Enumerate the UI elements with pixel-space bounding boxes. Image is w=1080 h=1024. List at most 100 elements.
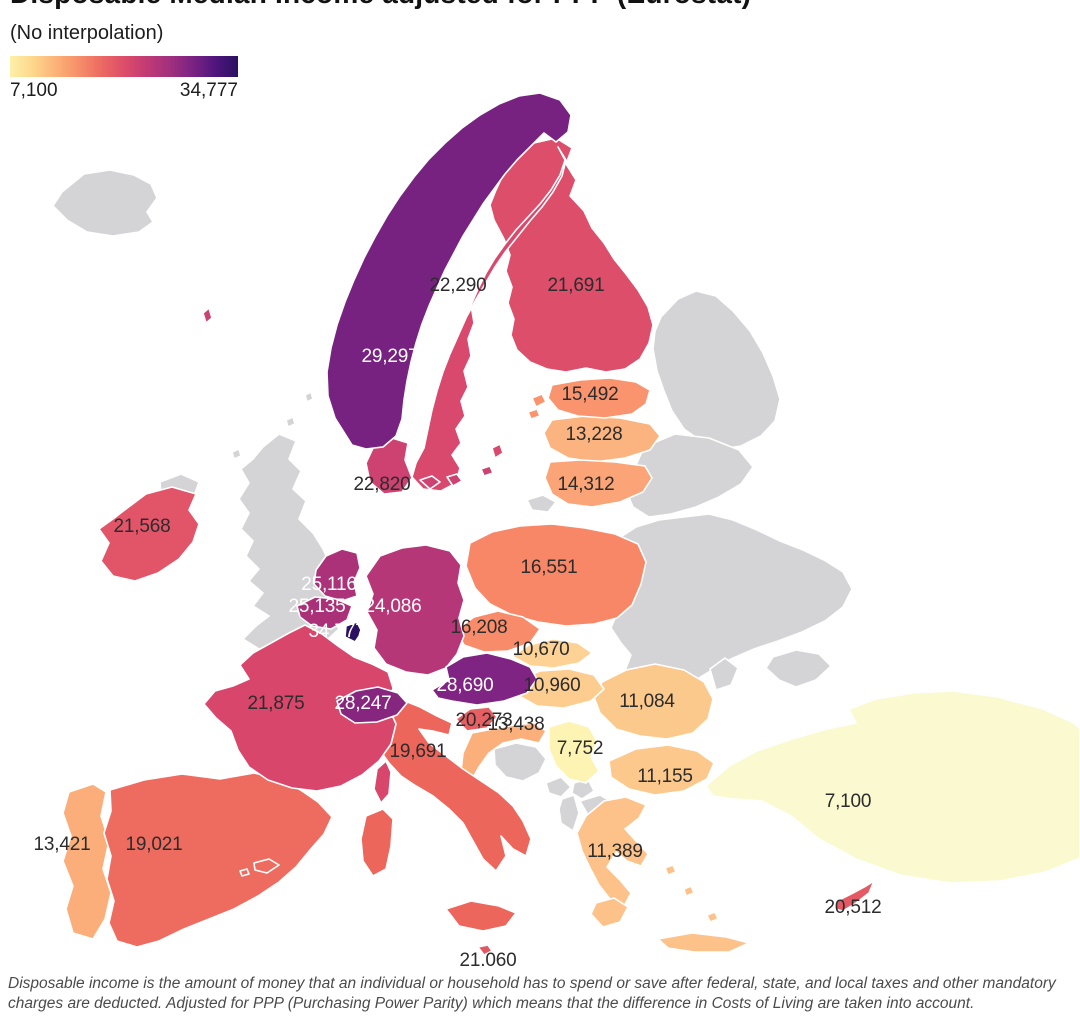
region-spain [103,772,333,948]
region-crimea [765,649,832,688]
value-label-cyprus: 20,512 [824,897,882,918]
region-romania [593,663,714,740]
region-sardinia [360,808,394,877]
region-poland [465,523,647,627]
region-latvia [543,415,661,463]
region-bosnia [493,742,547,782]
region-france [203,624,397,792]
region-corsica [373,760,392,804]
region-hiiumaa [527,408,541,420]
region-bornholm [480,465,494,477]
region-serbia [548,720,600,784]
region-zealand [419,475,441,490]
subtitle: (No interpolation) [10,22,164,44]
value-label-finland: 21,691 [547,275,605,296]
region-slovakia [511,638,593,669]
value-label-spain: 19,021 [125,834,183,855]
legend-min-label: 7,100 [10,80,58,101]
value-label-czechia: 16,208 [450,617,508,638]
region-saaremaa [531,393,547,408]
value-label-luxembourg: 34,777 [308,621,366,642]
region-shetland [304,391,314,403]
value-label-turkey: 7,100 [824,791,872,812]
value-label-poland: 16,551 [520,557,578,578]
region-estonia [547,377,651,419]
value-label-hungary: 10,960 [523,675,581,696]
map-canvas [52,92,1080,956]
value-label-switzerland: 28,247 [334,693,392,714]
legend-max-label: 34,777 [179,80,238,101]
region-netherlands [313,548,361,602]
region-aegean-island-3 [706,911,719,923]
region-iceland [52,169,158,237]
region-italy [358,698,532,872]
value-label-malta: 21,060 [459,950,517,966]
value-label-estonia: 15,492 [561,384,619,405]
region-hungary [515,668,605,709]
value-label-latvia: 13,228 [565,424,623,445]
value-label-portugal: 13,421 [33,834,91,855]
region-denmark [365,437,413,495]
region-aegean-island-2 [683,885,695,897]
value-label-lithuania: 14,312 [557,474,615,495]
region-orkney [285,416,296,428]
region-austria [431,652,538,706]
value-label-denmark: 22,820 [353,474,411,495]
value-label-greece: 11,389 [587,841,643,862]
region-cyprus [834,880,875,912]
region-greece [576,796,649,907]
region-slovenia [455,706,498,732]
region-germany [365,544,465,676]
footnote: Disposable income is the amount of money… [0,966,1080,1024]
color-legend: 7,100 34,777 [10,56,238,102]
region-malta [477,944,493,956]
region-balearics [253,858,280,874]
region-russia-northwest [652,290,781,450]
value-label-bulgaria: 11,155 [637,766,693,787]
region-switzerland [336,686,408,724]
value-label-italy: 19,691 [389,741,447,762]
value-label-ireland: 21,568 [113,516,171,537]
value-label-austria: 28,690 [436,675,494,696]
value-label-germany: 24,086 [364,596,422,617]
value-label-sweden: 22,290 [429,275,487,296]
region-gotland [491,443,504,459]
region-hebrides [231,448,242,460]
region-balearics-small [239,868,250,877]
value-label-romania: 11,084 [619,691,675,712]
region-finland [489,137,654,373]
legend-gradient-bar [10,56,238,77]
value-label-france: 21,875 [247,693,305,714]
region-turkey [705,690,1080,884]
page-title: Disposable Median Income adjusted for PP… [10,0,751,10]
value-label-slovenia: 20,273 [455,710,513,731]
region-ireland [98,486,200,582]
region-belgium [296,596,353,630]
value-label-slovakia: 10,670 [512,639,570,660]
region-moldova [709,657,739,691]
value-label-netherlands: 25,116 [301,574,357,595]
region-kaliningrad [526,494,557,513]
europe-map: 29,297 22,290 21,691 15,492 13,228 14,31… [33,92,1080,966]
region-faroe-islands [202,307,213,324]
region-funen [446,473,463,487]
region-montenegro [545,776,572,798]
value-label-norway: 29,297 [361,346,419,367]
region-aegean-island-1 [664,864,677,876]
region-peloponnese [590,897,629,928]
footnote-text: Disposable income is the amount of money… [8,975,1056,1013]
region-sicily [445,900,517,932]
region-crete [657,932,750,953]
value-label-belgium: 25,135 [288,596,346,617]
value-label-croatia: 13,438 [487,714,545,735]
region-lithuania [544,459,653,508]
region-czechia [455,610,541,653]
value-label-serbia: 7,752 [556,738,604,759]
region-norway [326,92,572,450]
region-portugal [62,783,112,940]
region-ukraine [606,513,853,693]
region-bulgaria [608,744,715,796]
region-albania [558,794,580,832]
region-luxembourg [344,621,363,643]
